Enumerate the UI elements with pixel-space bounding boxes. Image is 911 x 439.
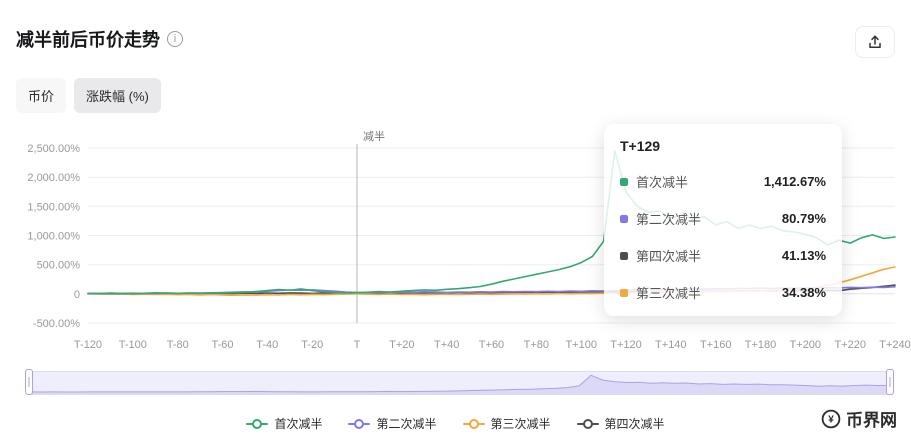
brand-name: 币界网 [846, 411, 897, 430]
svg-text:T+60: T+60 [479, 339, 504, 351]
zoom-handle-left[interactable] [25, 369, 33, 395]
series-value: 80.79% [781, 211, 826, 226]
series-marker [620, 288, 628, 297]
chart-legend: 首次减半 第二次减半 第三次减半 第四次减半 [0, 415, 911, 432]
tab-change-percent[interactable]: 涨跌幅 (%) [74, 78, 161, 113]
svg-text:T-20: T-20 [301, 339, 323, 351]
svg-text:T-40: T-40 [256, 339, 278, 351]
legend-line-icon [246, 418, 269, 429]
share-icon [869, 35, 881, 49]
legend-item-fourth-halving[interactable]: 第四次减半 [576, 415, 665, 432]
svg-text:500.00%: 500.00% [37, 260, 81, 272]
tooltip-row: 首次减半 1,412.67% [620, 172, 826, 191]
watermark: ¥ 币界网 [821, 406, 897, 431]
svg-text:1,500.00%: 1,500.00% [27, 201, 80, 213]
series-marker [620, 177, 628, 186]
tooltip-row: 第四次减半 41.13% [620, 246, 826, 265]
svg-text:T+80: T+80 [524, 339, 549, 351]
series-value: 41.13% [781, 248, 826, 263]
info-icon[interactable]: i [167, 31, 183, 47]
svg-text:减半: 减半 [363, 129, 385, 143]
series-marker [620, 214, 628, 223]
svg-text:T: T [354, 339, 361, 351]
page-title: 减半前后币价走势 [16, 30, 160, 50]
svg-text:T+20: T+20 [389, 339, 414, 351]
price-trend-line-chart[interactable]: 2,500.00% 2,000.00% 1,500.00% 1,000.00% 500.… [0, 128, 911, 360]
series-name: 首次减半 [636, 175, 689, 190]
svg-text:T+180: T+180 [745, 339, 777, 351]
series-value: 34.38% [781, 285, 826, 300]
svg-text:T+120: T+120 [610, 339, 642, 351]
tab-price[interactable]: 币价 [16, 78, 67, 113]
legend-line-icon [462, 418, 485, 429]
svg-text:0: 0 [74, 289, 80, 301]
series-name: 第三次减半 [636, 286, 702, 301]
svg-text:T-100: T-100 [119, 339, 147, 351]
tooltip-row: 第二次减半 80.79% [620, 209, 826, 228]
series-name: 第四次减半 [636, 249, 702, 264]
svg-text:T+240: T+240 [879, 339, 911, 351]
brand-coin-icon: ¥ [821, 409, 841, 428]
series-marker [620, 251, 628, 260]
svg-text:T+160: T+160 [700, 339, 732, 351]
legend-label: 首次减半 [274, 417, 323, 431]
header: 减半前后币价走势 i [16, 26, 183, 52]
legend-label: 第四次减半 [604, 417, 665, 431]
svg-text:T-80: T-80 [167, 339, 189, 351]
zoom-handle-right[interactable] [886, 369, 894, 395]
series-value: 1,412.67% [763, 174, 826, 189]
legend-item-second-halving[interactable]: 第二次减半 [348, 415, 437, 432]
svg-text:T+100: T+100 [565, 339, 597, 351]
legend-item-third-halving[interactable]: 第三次减半 [462, 415, 551, 432]
svg-text:T+140: T+140 [655, 339, 687, 351]
svg-text:T+40: T+40 [434, 339, 459, 351]
svg-text:¥: ¥ [828, 414, 834, 425]
legend-label: 第三次减半 [490, 417, 551, 431]
data-zoom-slider[interactable] [25, 369, 894, 395]
tooltip-title: T+129 [620, 138, 661, 154]
svg-text:T+200: T+200 [790, 339, 822, 351]
legend-item-first-halving[interactable]: 首次减半 [246, 415, 322, 432]
zoom-overview-area [29, 374, 890, 394]
svg-text:-500.00%: -500.00% [33, 318, 80, 330]
tooltip-row: 第三次减半 34.38% [620, 283, 826, 302]
svg-text:2,000.00%: 2,000.00% [27, 172, 80, 184]
svg-text:T-120: T-120 [74, 339, 102, 351]
legend-line-icon [348, 418, 371, 429]
svg-text:T+220: T+220 [834, 339, 866, 351]
legend-label: 第二次减半 [376, 417, 437, 431]
svg-text:2,500.00%: 2,500.00% [27, 143, 80, 155]
svg-text:T-60: T-60 [211, 339, 233, 351]
chart-tooltip: T+129 首次减半 1,412.67% 第二次减半 80.79% 第四次减半 … [604, 124, 842, 316]
export-button[interactable] [855, 26, 895, 58]
svg-text:1,000.00%: 1,000.00% [27, 231, 80, 243]
view-tabs: 币价 涨跌幅 (%) [16, 78, 161, 113]
series-name: 第二次减半 [636, 212, 702, 227]
legend-line-icon [576, 418, 599, 429]
